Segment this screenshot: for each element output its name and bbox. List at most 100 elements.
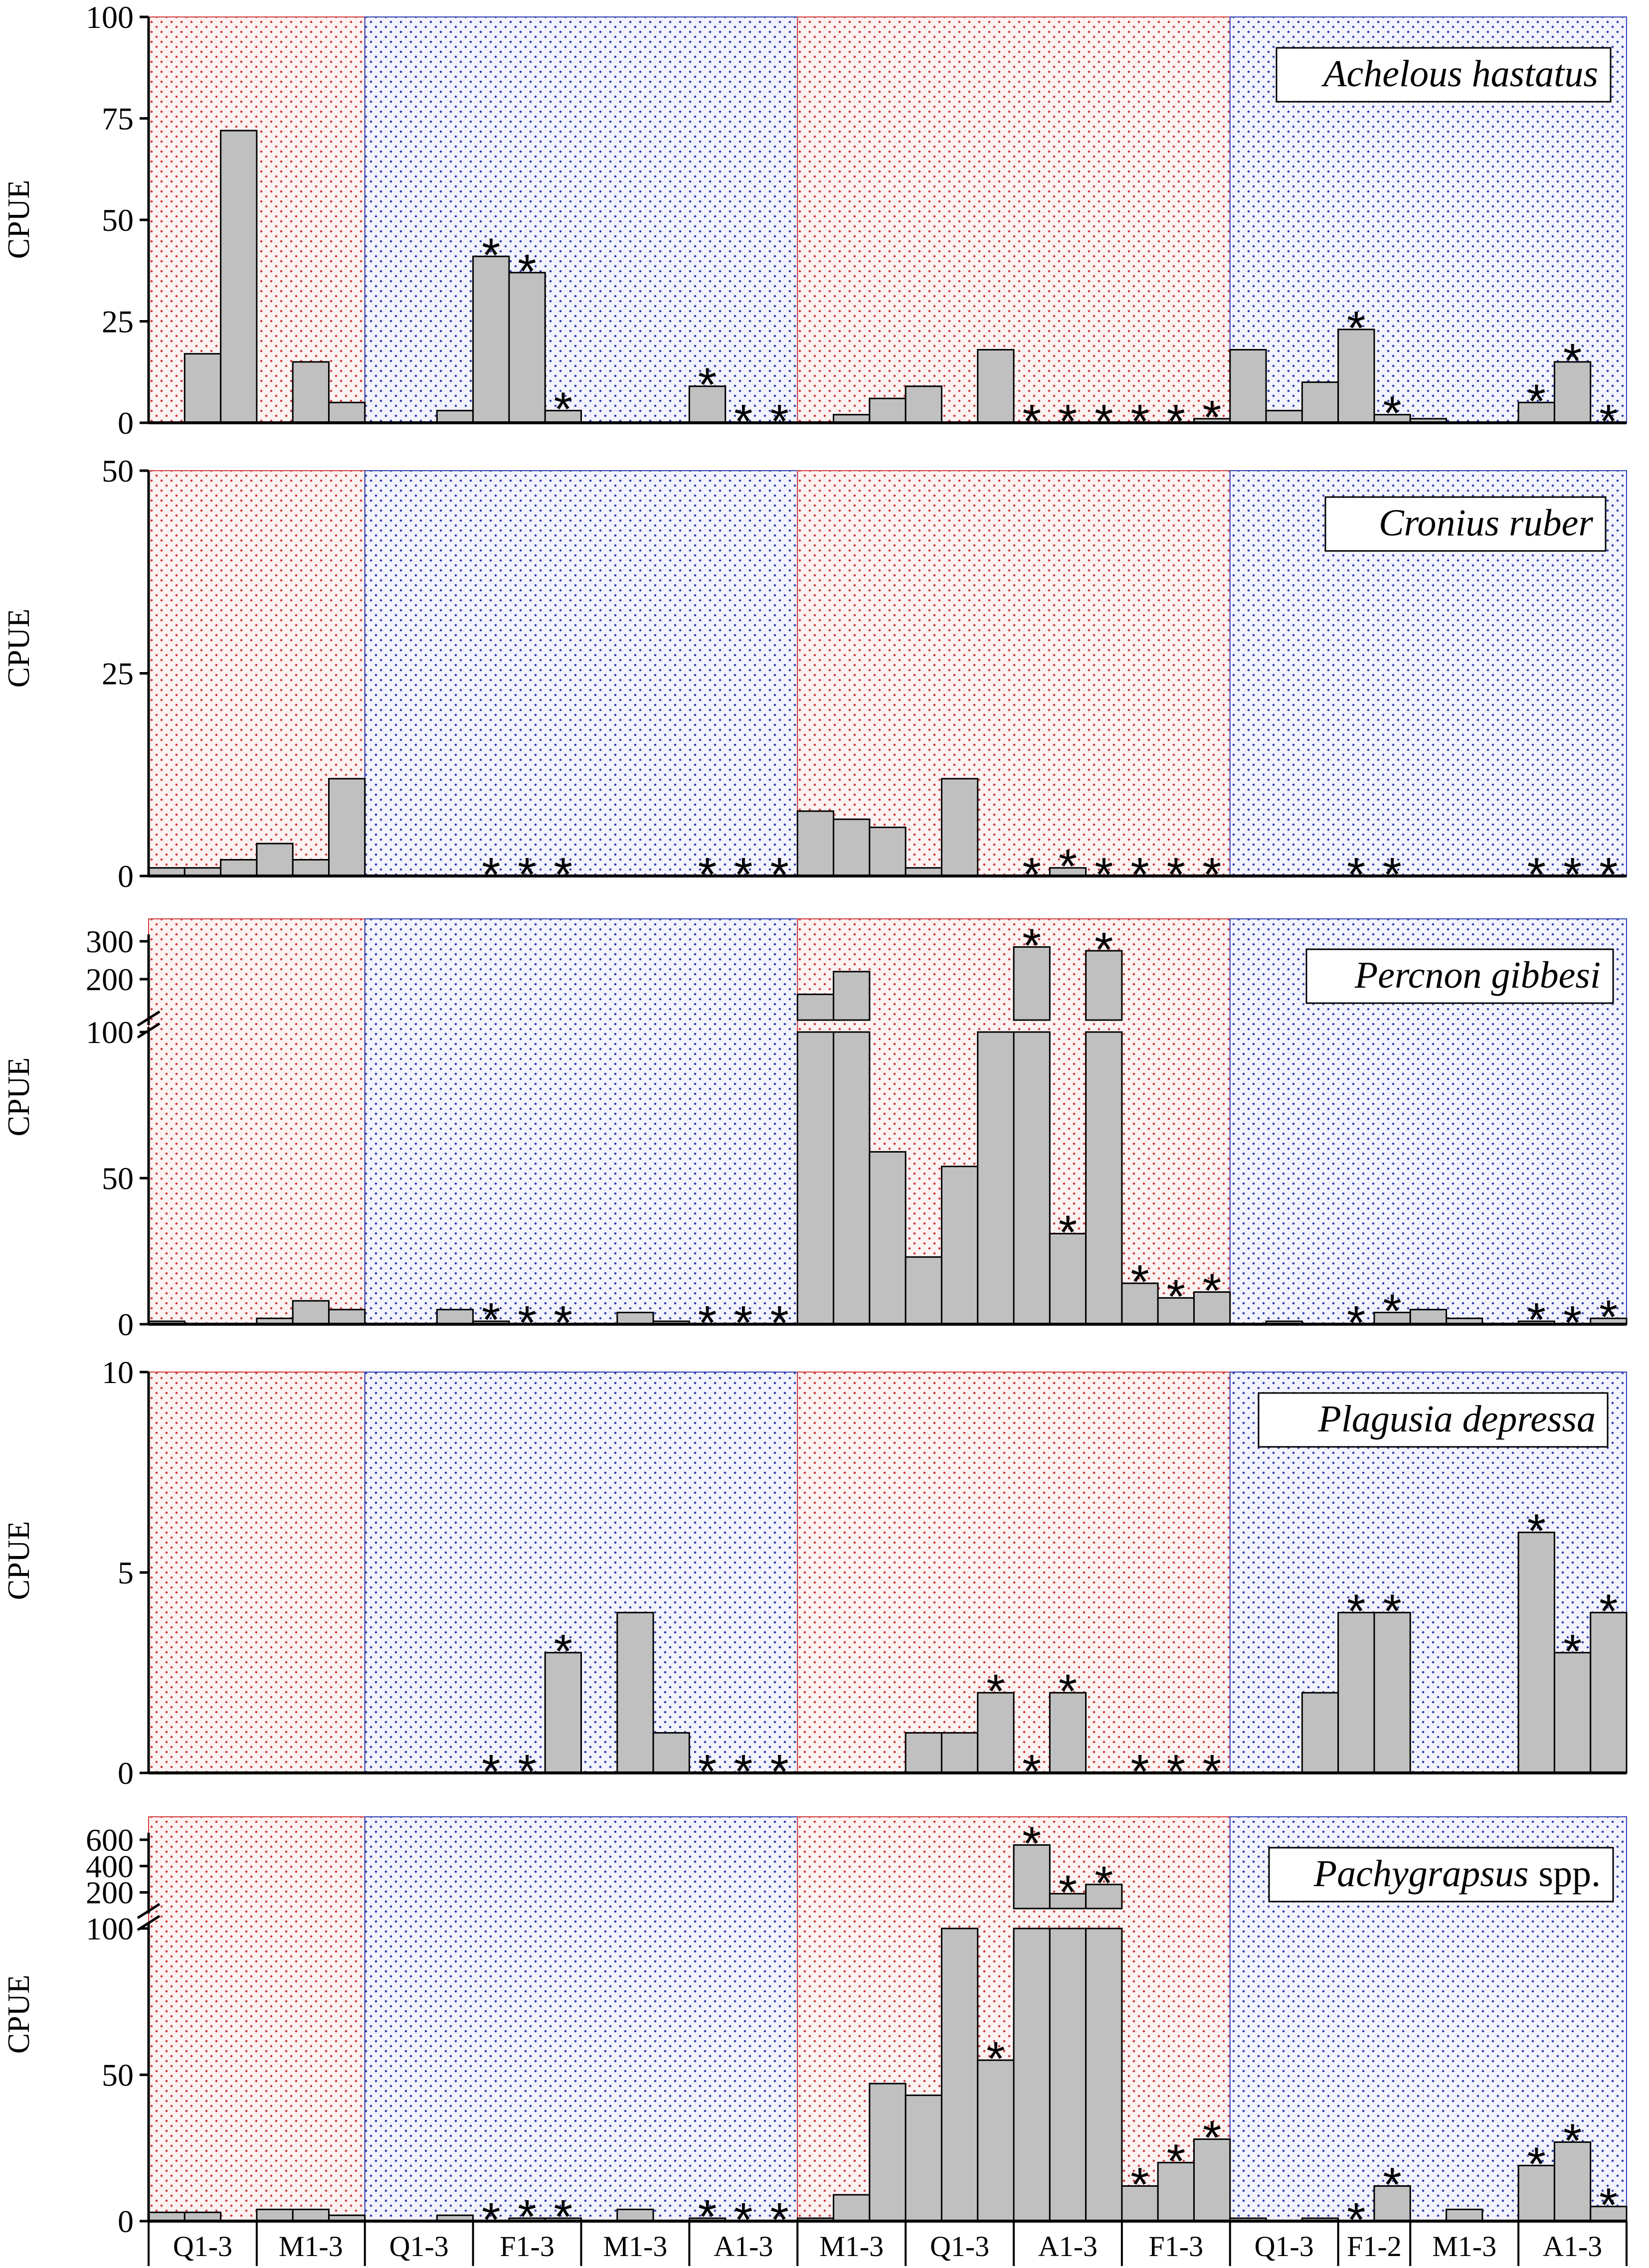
bar <box>1553 361 1592 424</box>
bar <box>1517 2164 1555 2222</box>
bar-upper-segment <box>1013 1844 1051 1910</box>
bar <box>328 778 366 877</box>
significance-star: * <box>1347 302 1365 355</box>
period-band-dots <box>148 1816 366 2222</box>
bar <box>833 2194 871 2222</box>
bar-upper-segment <box>1049 1893 1087 1910</box>
x-group-label: M1-3 <box>279 2230 343 2263</box>
x-group-label: F1-2 <box>1347 2230 1402 2263</box>
species-title-box: Plagusia depressa <box>1258 1392 1609 1448</box>
bar <box>292 859 330 877</box>
bar <box>1301 381 1339 424</box>
bar <box>940 1927 979 2222</box>
significance-star: * <box>1203 391 1221 444</box>
y-tick-label: 300 <box>86 924 134 959</box>
bar <box>1121 2185 1159 2222</box>
y-tick-label: 200 <box>86 1875 134 1911</box>
period-band-dots <box>364 470 798 876</box>
bar <box>472 255 510 424</box>
bar <box>940 778 979 877</box>
bar-upper-segment <box>833 971 871 1021</box>
y-tick-label: 400 <box>86 1849 134 1884</box>
bar <box>1085 1031 1123 1325</box>
x-group-label: F1-3 <box>1149 2230 1204 2263</box>
significance-star: * <box>1599 1290 1618 1344</box>
bar <box>220 859 258 877</box>
bar <box>688 385 727 424</box>
significance-star: * <box>1095 1857 1113 1910</box>
y-tick-label: 50 <box>102 2058 134 2093</box>
bar <box>616 2209 654 2222</box>
bar <box>1409 1309 1448 1325</box>
significance-star: * <box>1059 840 1077 893</box>
bar <box>328 1309 366 1325</box>
bar <box>905 385 942 424</box>
bar <box>869 2083 907 2222</box>
bar <box>1337 329 1375 424</box>
bar <box>1517 1532 1555 1774</box>
bar <box>1085 1927 1123 2222</box>
bar <box>1013 1031 1051 1325</box>
species-title-box: Achelous hastatus <box>1276 47 1612 103</box>
significance-star: * <box>1383 1584 1401 1638</box>
bar <box>977 349 1015 424</box>
bar <box>616 1611 654 1774</box>
x-group-label: A1-3 <box>714 2230 773 2263</box>
significance-star: * <box>482 1293 500 1347</box>
bar-upper-segment <box>1013 946 1051 1021</box>
bar <box>1373 1611 1411 1774</box>
x-group-label: Q1-3 <box>1255 2230 1314 2263</box>
bar <box>977 1692 1015 1774</box>
significance-star: * <box>1130 2158 1149 2212</box>
axis-break-mark <box>137 1903 161 1919</box>
bar-upper-segment <box>796 993 835 1021</box>
significance-star: * <box>1527 1293 1546 1347</box>
bar <box>292 2209 330 2222</box>
bar <box>1157 1297 1195 1325</box>
bar <box>220 130 258 424</box>
period-band-dots <box>148 1372 366 1773</box>
bar <box>905 1732 942 1774</box>
bar-upper-segment <box>1085 1884 1123 1910</box>
significance-star: * <box>554 1625 572 1678</box>
significance-star: * <box>1527 1505 1546 1558</box>
bar <box>1193 1291 1231 1325</box>
y-tick-label: 0 <box>118 405 134 441</box>
y-tick-label: 50 <box>102 202 134 238</box>
significance-star: * <box>1527 374 1546 428</box>
bar-upper-segment <box>1085 950 1123 1021</box>
y-tick-label: 100 <box>86 1015 134 1050</box>
significance-star: * <box>518 245 536 298</box>
x-group-label: A1-3 <box>1543 2230 1602 2263</box>
bar <box>1553 1652 1592 1774</box>
y-tick-label: 5 <box>118 1555 134 1590</box>
y-axis-label: CPUE <box>2 1975 36 2054</box>
significance-star: * <box>1022 1817 1041 1871</box>
significance-star: * <box>554 2190 572 2244</box>
y-tick-label: 50 <box>102 453 134 489</box>
x-group-label: Q1-3 <box>389 2230 449 2263</box>
significance-star: * <box>1347 1584 1365 1638</box>
bar <box>436 410 474 424</box>
species-title: Percnon gibbesi <box>1354 954 1601 996</box>
bar <box>869 397 907 424</box>
significance-star: * <box>1167 2135 1185 2188</box>
significance-star: * <box>1059 1206 1077 1259</box>
significance-star: * <box>518 2190 536 2244</box>
significance-star: * <box>1527 2137 1546 2191</box>
species-title: Pachygrapsus spp. <box>1313 1853 1601 1895</box>
y-axis-label: CPUE <box>2 1057 36 1136</box>
species-title: Cronius ruber <box>1379 502 1593 544</box>
significance-star: * <box>1059 1866 1077 1919</box>
species-title: Achelous hastatus <box>1321 53 1598 95</box>
bar <box>1121 1282 1159 1325</box>
y-tick-label: 0 <box>118 1755 134 1791</box>
bar <box>833 1031 871 1325</box>
bar <box>1590 1611 1628 1774</box>
bar <box>905 1256 942 1325</box>
